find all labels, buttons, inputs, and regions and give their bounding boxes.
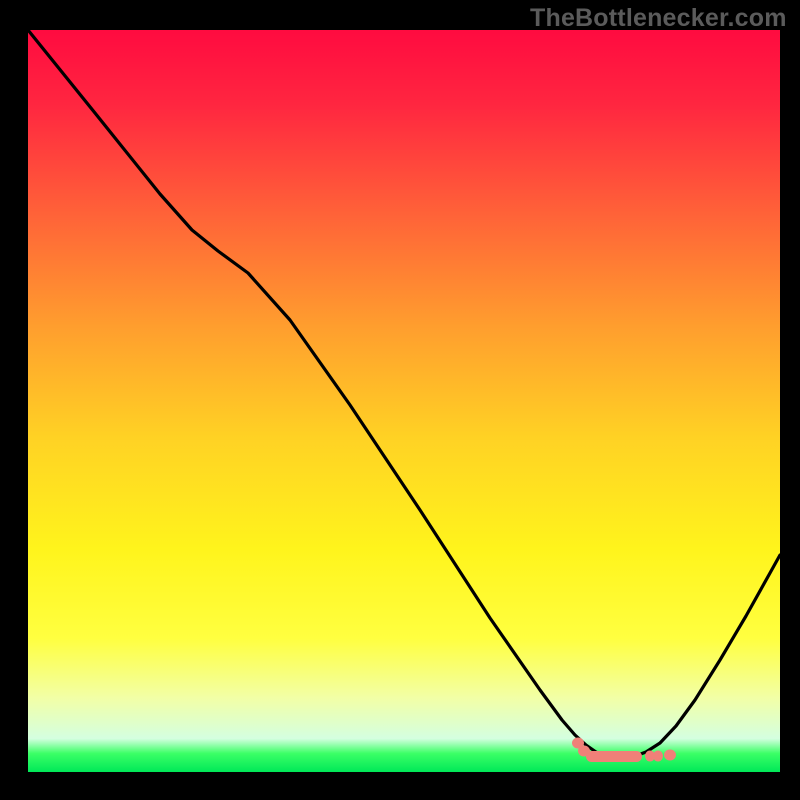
plot-area	[28, 30, 780, 772]
watermark-text: TheBottlenecker.com	[530, 4, 787, 33]
chart-svg	[0, 0, 800, 800]
